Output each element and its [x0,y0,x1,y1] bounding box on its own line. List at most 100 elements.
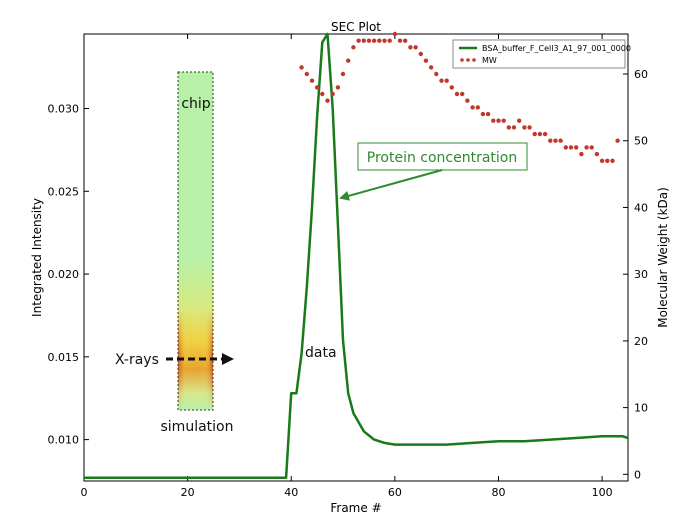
mw-point [356,38,361,43]
mw-point [548,138,553,143]
mw-point [491,118,496,123]
protein-concentration-box [357,142,528,171]
mw-point [558,138,563,143]
mw-point [506,125,511,130]
chip-label: chip [181,96,210,112]
legend-dot-swatch [466,58,470,62]
mw-point [418,51,423,57]
legend: BSA_buffer_F_Cell3_A1_97_001_0000 MW [452,39,631,69]
mw-point [309,78,315,83]
y-axis-label-right: Molecular Weight (kDa) [656,187,670,328]
mw-point [470,105,475,110]
mw-point [496,118,501,123]
plot-frame-border [83,33,629,482]
mw-point [351,45,356,50]
series-line-0 [84,32,629,479]
mw-point [511,125,517,130]
axes-ticks: 0 20 40 60 80 100 0.010 0.015 0.020 0.025 0.030 0 10… [48,34,648,499]
mw-point [330,91,335,97]
mw-point [522,125,527,130]
mw-point [589,145,594,150]
mw-point [325,98,330,103]
y-left-tick-label: 0.010 [48,434,80,447]
x-tick-label: 40 [284,486,298,499]
mw-point [475,105,480,110]
y-right-tick-label: 40 [634,201,648,214]
mw-point [537,131,543,137]
x-axis-label: Frame # [330,501,381,515]
protein-concentration-arrow [339,169,443,201]
mw-point [532,131,537,137]
plot-area [83,33,629,482]
data-label: data [305,345,337,361]
x-tick-label: 20 [181,486,195,499]
mw-point [527,125,532,130]
mw-point [563,145,568,150]
axis-labels: SEC Plot Frame # Integrated Intensity Molec… [30,20,670,515]
mw-point [501,118,506,123]
series-layer [84,31,629,479]
mw-point [584,145,589,150]
x-tick-label: 0 [81,486,88,499]
mw-point [517,118,522,123]
y-left-tick-label: 0.025 [48,185,80,198]
mw-point [361,38,366,43]
mw-point [439,78,444,83]
y-left-tick-label: 0.020 [48,268,80,281]
mw-point [397,38,403,43]
annotation-layer: chip simulation X-rays data Protein concentr… [115,71,528,435]
mw-point [377,38,382,43]
legend-box [452,39,626,69]
mw-point [553,138,558,143]
mw-point [304,71,309,77]
mw-point [444,78,449,83]
mw-point [387,38,392,43]
y-axis-label-left: Integrated Intensity [30,198,44,317]
legend-entry-label: BSA_buffer_F_Cell3_A1_97_001_0000 [482,44,631,53]
chip-simulation-inset [177,71,214,411]
mw-point [403,38,408,43]
mw-point [428,65,434,70]
mw-point [371,38,377,43]
mw-point [579,151,584,157]
mw-point [346,58,351,63]
x-tick-label: 60 [388,486,402,499]
mw-point [320,91,325,97]
mw-point [485,111,491,117]
mw-point [574,145,579,150]
mw-point [382,38,387,43]
mw-point [413,45,418,50]
mw-point [594,151,600,157]
y-right-tick-label: 30 [634,268,648,281]
y-right-tick-label: 10 [634,402,648,415]
mw-point [392,31,398,37]
mw-point [434,71,439,77]
y-left-tick-label: 0.015 [48,351,80,364]
mw-point [335,85,341,90]
chip-outline [177,71,214,411]
mw-point [449,85,454,90]
mw-point [460,91,465,97]
mw-point [568,145,574,150]
mw-point [408,45,413,50]
y-right-tick-label: 20 [634,335,648,348]
x-tick-label: 80 [491,486,505,499]
mw-point [366,38,372,43]
legend-entry-label: MW [482,56,497,65]
mw-point [542,131,548,137]
mw-point [314,85,320,90]
mw-point [465,98,470,103]
mw-point [480,111,486,117]
mw-point [340,71,346,77]
mw-point [599,158,605,163]
mw-point [610,158,615,163]
xrays-label: X-rays [115,352,159,368]
y-right-tick-label: 50 [634,135,648,148]
x-tick-label: 100 [592,486,613,499]
simulation-label: simulation [161,419,234,435]
protein-concentration-label: Protein concentration [367,150,518,166]
y-right-tick-label: 60 [634,68,648,81]
chip-hot-edges [178,72,213,410]
legend-dot-swatch [460,58,464,62]
